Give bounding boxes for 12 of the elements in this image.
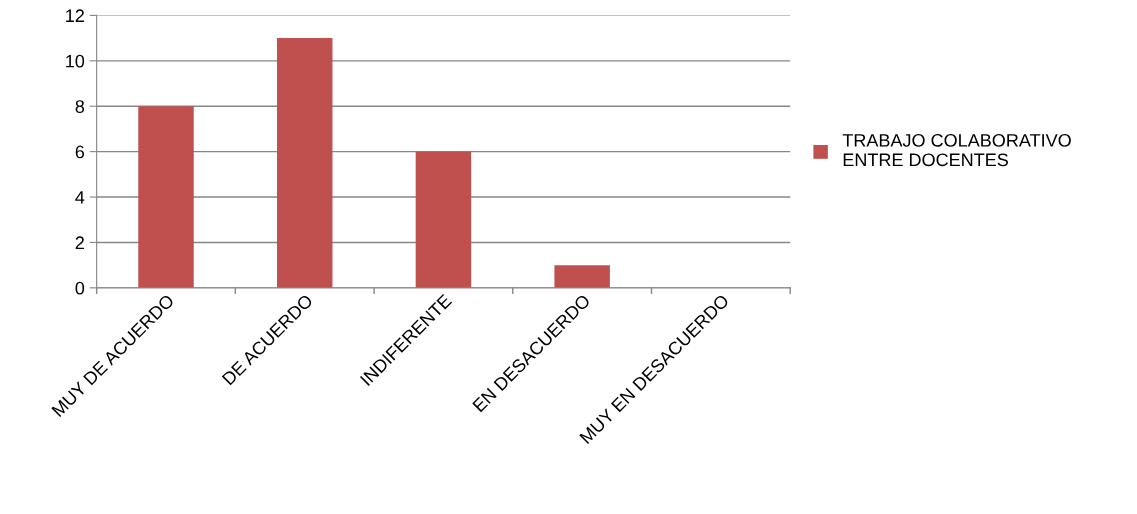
legend-label: TRABAJO COLABORATIVO ENTRE DOCENTES — [842, 133, 1071, 167]
bar — [276, 38, 333, 288]
bar — [138, 106, 194, 288]
y-tick-label: 2 — [75, 236, 84, 249]
y-tick-label: 0 — [75, 281, 85, 295]
bar — [415, 151, 472, 288]
y-tick-label: 8 — [75, 100, 85, 113]
y-tick-label: 6 — [75, 145, 85, 159]
y-tick-label: 4 — [75, 191, 85, 204]
y-tick-label: 10 — [66, 54, 85, 68]
bar — [554, 265, 610, 288]
y-tick-label: 12 — [66, 9, 84, 22]
